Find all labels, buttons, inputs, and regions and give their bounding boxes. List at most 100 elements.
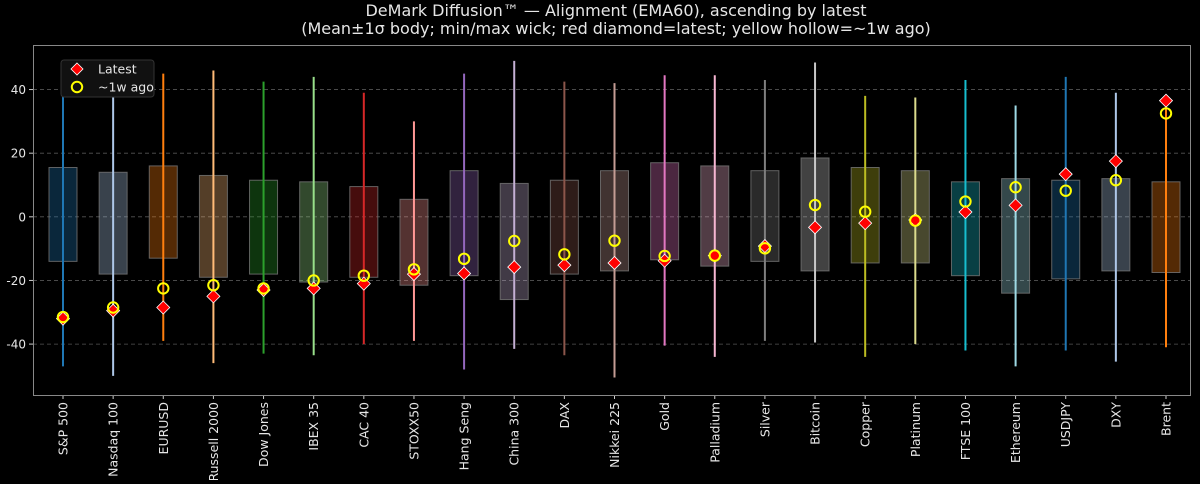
- latest-marker: [807, 220, 823, 235]
- series-item-s-p-500: [48, 70, 78, 367]
- latest-marker: [457, 266, 472, 281]
- series-item-brent: [1151, 93, 1181, 348]
- latest-marker: [1158, 93, 1174, 108]
- week-ago-marker: [1109, 174, 1123, 187]
- week-ago-marker: [608, 234, 621, 247]
- legend-week-ago-circle-icon: [70, 80, 84, 94]
- x-tick-label: Palladium: [707, 402, 722, 463]
- latest-marker: [356, 276, 371, 291]
- x-tick-label: STOXX50: [406, 402, 421, 460]
- chart-subtitle: (Mean±1σ body; min/max wick; red diamond…: [301, 19, 931, 38]
- latest-marker: [607, 255, 622, 271]
- latest-marker: [1108, 154, 1123, 169]
- series-item-copper: [850, 95, 880, 357]
- y-axis: -40 -20 0 20 40: [6, 83, 33, 352]
- latest-marker: [507, 260, 522, 275]
- x-tick-label: FTSE 100: [958, 402, 973, 460]
- x-tick-label: DAX: [557, 402, 572, 429]
- series-item-stoxx50: [399, 121, 429, 341]
- latest-marker: [1058, 167, 1073, 182]
- x-tick-label: Hang Seng: [457, 402, 472, 470]
- latest-marker: [858, 216, 873, 231]
- series-item-dax: [549, 81, 579, 356]
- series-item-palladium: [700, 75, 730, 357]
- y-tick-label: 20: [11, 147, 26, 161]
- x-tick-label: Dow Jones: [256, 402, 271, 467]
- x-tick-label: Platinum: [908, 402, 923, 457]
- series-item-russell-2000: [198, 70, 228, 364]
- y-tick-label: 0: [18, 210, 26, 224]
- x-tick-label: CAC 40: [356, 402, 371, 448]
- series-item-bitcoin: [800, 62, 830, 343]
- y-tick-label: 40: [11, 83, 26, 97]
- latest-marker: [156, 300, 171, 315]
- x-tick-label: Silver: [757, 401, 772, 437]
- legend-latest-label: Latest: [98, 62, 137, 77]
- x-axis: S&P 500 Nasdaq 100 EURUSD Russell 2000 Dow J…: [56, 395, 1174, 482]
- series-item-ftse-100: [950, 80, 980, 351]
- week-ago-marker: [357, 269, 371, 282]
- series-item-dow-jones: [249, 81, 279, 354]
- series-item-nikkei-225: [600, 83, 629, 378]
- series-item-dxy: [1101, 92, 1131, 362]
- y-tick-label: -40: [6, 338, 26, 352]
- legend-latest-diamond-icon: [70, 62, 84, 76]
- week-ago-marker: [1159, 107, 1173, 120]
- y-tick-label: -20: [6, 274, 26, 288]
- legend-box: [60, 59, 155, 98]
- week-ago-marker: [407, 263, 421, 276]
- legend: Latest ~1w ago: [60, 59, 155, 98]
- week-ago-marker: [1059, 184, 1072, 197]
- week-ago-marker: [708, 249, 721, 262]
- x-tick-label: Russell 2000: [206, 402, 221, 480]
- series-item-nasdaq-100: [98, 70, 128, 376]
- x-tick-label: Gold: [657, 402, 672, 431]
- legend-week-ago-label: ~1w ago: [98, 80, 154, 95]
- x-tick-label: USDJPY: [1058, 402, 1073, 448]
- x-tick-label: DXY: [1108, 402, 1123, 428]
- week-ago-marker: [157, 282, 170, 295]
- x-tick-label: Nasdaq 100: [106, 402, 121, 477]
- x-tick-label: China 300: [507, 402, 522, 466]
- week-ago-marker: [106, 301, 120, 314]
- week-ago-marker: [909, 214, 922, 227]
- series-item-silver: [750, 80, 780, 341]
- x-tick-label: Bitcoin: [808, 402, 823, 445]
- week-ago-marker: [508, 234, 521, 248]
- series: [48, 60, 1181, 378]
- latest-marker: [1008, 198, 1023, 213]
- series-item-china-300: [499, 60, 529, 349]
- x-tick-label: Nikkei 225: [607, 402, 622, 468]
- plot-frame: [33, 45, 1191, 396]
- series-item-platinum: [900, 97, 930, 345]
- week-ago-marker: [307, 274, 320, 287]
- week-ago-marker: [257, 282, 270, 295]
- latest-marker: [557, 258, 572, 273]
- chart-title: DeMark Diffusion™ — Alignment (EMA60), a…: [365, 1, 866, 20]
- series-item-eurusd: [148, 73, 178, 341]
- latest-marker: [958, 204, 973, 220]
- series-item-ibex-35: [299, 76, 329, 356]
- week-ago-marker: [808, 198, 822, 212]
- series-item-gold: [650, 75, 680, 346]
- x-tick-label: IBEX 35: [306, 402, 321, 451]
- x-tick-label: Brent: [1159, 402, 1174, 436]
- week-ago-marker: [558, 248, 571, 261]
- week-ago-marker: [457, 252, 471, 266]
- series-item-usdjpy: [1051, 76, 1081, 351]
- series-item-cac-40: [349, 92, 379, 345]
- x-tick-label: Ethereum: [1008, 402, 1023, 463]
- week-ago-marker: [959, 195, 972, 208]
- week-ago-marker: [658, 249, 671, 263]
- x-tick-label: Copper: [858, 401, 873, 447]
- x-tick-label: S&P 500: [56, 402, 71, 455]
- latest-marker: [206, 289, 221, 304]
- series-item-hang-seng: [449, 73, 479, 370]
- x-tick-label: EURUSD: [156, 402, 171, 454]
- week-ago-marker: [1009, 181, 1022, 194]
- week-ago-marker: [758, 242, 772, 255]
- week-ago-marker: [858, 205, 872, 218]
- week-ago-marker: [56, 310, 70, 324]
- week-ago-marker: [207, 279, 220, 292]
